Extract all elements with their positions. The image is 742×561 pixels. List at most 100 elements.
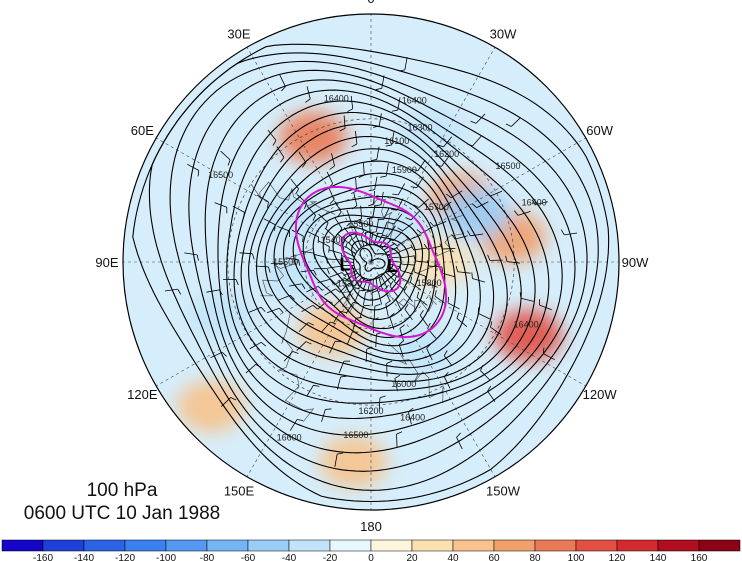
- wind-barb-flag: [408, 407, 414, 413]
- colorbar-swatch: [83, 539, 126, 552]
- wind-barb: [354, 290, 360, 303]
- wind-barb: [421, 226, 434, 234]
- contour-label: 16200: [358, 406, 383, 416]
- wind-barb: [245, 364, 256, 374]
- wind-barb-flag: [397, 227, 403, 232]
- wind-barb: [248, 306, 262, 313]
- wind-barb: [327, 258, 341, 261]
- height-contour: [292, 196, 437, 338]
- wind-barb: [401, 263, 415, 266]
- height-contour: [204, 79, 563, 436]
- colorbar-swatch: [493, 539, 536, 552]
- wind-barb-flag: [451, 234, 456, 240]
- wind-barb-flag: [404, 235, 410, 240]
- wind-barb: [365, 232, 367, 246]
- colorbar-tick-label: 100: [568, 553, 585, 561]
- colorbar-tick-label: 80: [529, 553, 541, 561]
- wind-barb-flag: [274, 224, 276, 231]
- meridian-line: [156, 137, 372, 263]
- wind-barb: [342, 250, 355, 258]
- wind-barb-flag: [505, 123, 512, 127]
- wind-barb-flag: [363, 244, 370, 247]
- wind-barb-flag: [326, 268, 330, 275]
- wind-barb-flag: [416, 291, 420, 298]
- wind-barb: [363, 292, 367, 306]
- wind-barb-flag: [386, 360, 393, 364]
- wind-barb: [478, 312, 491, 320]
- wind-barb-flag: [409, 276, 413, 283]
- wind-barb-flag: [388, 221, 394, 225]
- wind-barb: [388, 260, 402, 263]
- meridian-line: [370, 47, 496, 263]
- wind-barb: [352, 318, 357, 331]
- wind-barb: [441, 155, 450, 167]
- contour-label: 16200: [434, 149, 459, 159]
- height-contour: [169, 60, 588, 472]
- wind-barb: [386, 269, 398, 278]
- wind-barb: [413, 247, 427, 251]
- wind-barb: [298, 322, 309, 332]
- wind-barb-flag: [351, 205, 358, 210]
- wind-barb-flag: [419, 310, 424, 316]
- contour-label: 16600: [277, 433, 302, 443]
- wind-barb-flag: [351, 190, 357, 194]
- wind-barb: [336, 376, 342, 390]
- wind-barb-flag: [302, 162, 307, 168]
- contour-label: 15900: [392, 165, 417, 175]
- wind-barb: [221, 397, 231, 407]
- height-contour: [312, 214, 424, 320]
- wind-barb-flag: [423, 243, 429, 250]
- wind-barb: [426, 348, 433, 361]
- wind-barb-flag: [343, 296, 350, 300]
- contour-label: 16500: [496, 161, 521, 171]
- wind-barb-flag: [398, 340, 404, 345]
- meridian-line: [156, 261, 372, 387]
- wind-barb: [353, 192, 358, 206]
- wind-barb: [434, 295, 446, 304]
- wind-barb: [416, 176, 424, 188]
- wind-barb: [442, 247, 456, 250]
- contour-label: 16000: [391, 379, 416, 389]
- wind-barb-flag: [313, 269, 317, 276]
- wind-barb: [346, 209, 352, 223]
- wind-barb-flag: [292, 351, 299, 354]
- wind-barb: [410, 210, 421, 221]
- wind-barb: [300, 250, 314, 254]
- wind-barb: [517, 211, 531, 216]
- wind-barb-flag: [227, 159, 231, 166]
- wind-barb-flag: [416, 229, 422, 234]
- wind-barb: [298, 151, 307, 163]
- wind-barb: [476, 201, 489, 209]
- wind-barb-flag: [374, 303, 381, 307]
- colorbar-swatch: [534, 539, 577, 552]
- wind-barb-flag: [513, 210, 519, 216]
- wind-barb: [375, 334, 377, 348]
- wind-barb-flag: [403, 286, 408, 292]
- low-marker: L: [387, 256, 398, 276]
- height-contour: [264, 160, 469, 362]
- wind-barb-flag: [505, 255, 508, 262]
- wind-barb: [404, 56, 408, 70]
- pressure-level-label: 100 hPa: [87, 480, 158, 501]
- wind-barb-flag: [325, 222, 329, 229]
- wind-barb-flag: [389, 280, 394, 287]
- colorbar-swatch: [616, 539, 659, 552]
- wind-barb-flag: [412, 168, 419, 172]
- wind-barb: [354, 131, 358, 145]
- contour-label: 16500: [343, 430, 368, 440]
- wind-barb-flag: [304, 203, 307, 209]
- wind-barb: [414, 271, 427, 277]
- wind-barb: [487, 390, 496, 402]
- wind-barb-flag: [302, 236, 304, 243]
- colorbar-tick-label: -120: [115, 553, 135, 561]
- wind-barb: [376, 233, 384, 246]
- height-contour: [359, 247, 386, 272]
- wind-barb: [276, 146, 285, 158]
- wind-barb: [306, 286, 319, 293]
- wind-barb-flag: [427, 322, 431, 329]
- wind-barb-flag: [404, 304, 409, 310]
- wind-barb-flag: [221, 351, 227, 357]
- wind-barb: [334, 200, 342, 213]
- longitude-label: 60E: [131, 123, 154, 138]
